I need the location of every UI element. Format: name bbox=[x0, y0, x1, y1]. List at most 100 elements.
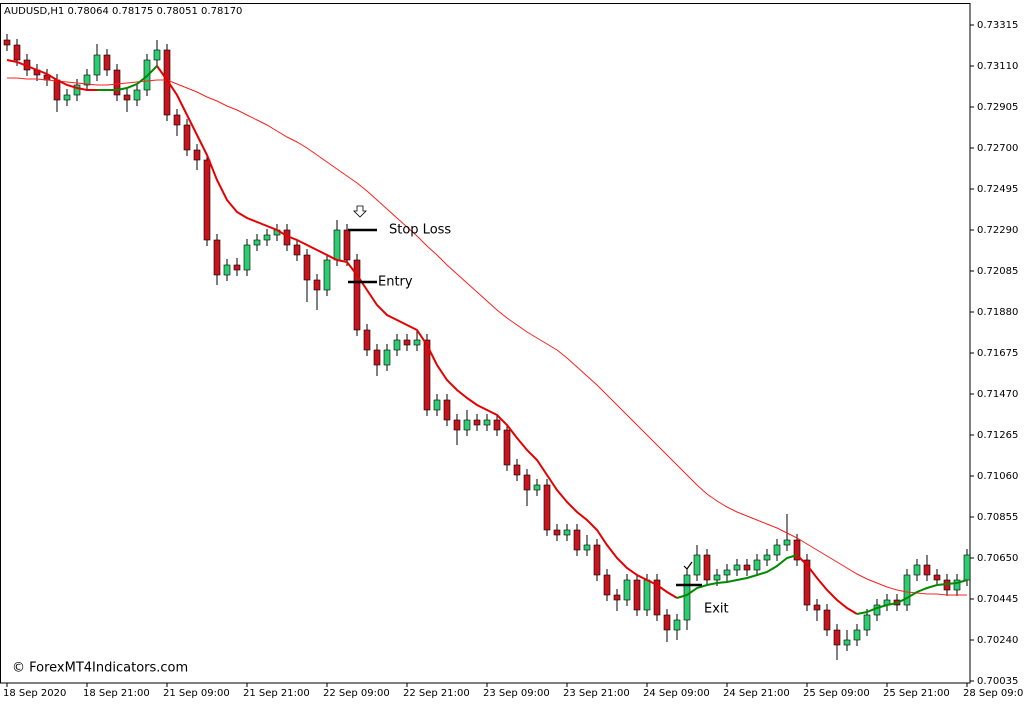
y-tick-label: 0.71880 bbox=[977, 307, 1018, 318]
candle-body bbox=[713, 574, 721, 581]
y-tick-label: 0.71265 bbox=[977, 430, 1018, 441]
x-tick-label: 24 Sep 09:00 bbox=[643, 688, 710, 699]
candle-body bbox=[763, 554, 771, 561]
candle-body bbox=[673, 619, 681, 631]
candle-body bbox=[643, 579, 651, 611]
candle-body bbox=[453, 419, 461, 431]
candle-body bbox=[173, 114, 181, 126]
candle-body bbox=[473, 419, 481, 426]
y-tick-label: 0.71675 bbox=[977, 348, 1018, 359]
y-tick-label: 0.71470 bbox=[977, 389, 1018, 400]
candle-body bbox=[333, 229, 341, 261]
candle-body bbox=[353, 259, 361, 331]
candle-body bbox=[203, 159, 211, 241]
chart-title: AUDUSD,H1 0.78064 0.78175 0.78051 0.7817… bbox=[4, 6, 242, 17]
candle-body bbox=[483, 419, 491, 426]
candle-body bbox=[253, 239, 261, 246]
candle-body bbox=[443, 399, 451, 421]
y-tick-label: 0.70855 bbox=[977, 512, 1018, 523]
candle-body bbox=[393, 339, 401, 351]
candle-body bbox=[383, 349, 391, 366]
candle-body bbox=[13, 44, 21, 61]
candle-body bbox=[813, 604, 821, 611]
candle-body bbox=[553, 529, 561, 536]
candle-body bbox=[123, 94, 131, 101]
annotation-label: Entry bbox=[378, 275, 413, 290]
x-tick-label: 18 Sep 2020 bbox=[3, 688, 66, 699]
candle-body bbox=[683, 574, 691, 621]
candle-body bbox=[493, 419, 501, 431]
y-tick-label: 0.72905 bbox=[977, 102, 1018, 113]
candle-body bbox=[63, 94, 71, 101]
y-tick-label: 0.72700 bbox=[977, 143, 1018, 154]
y-tick-label: 0.71060 bbox=[977, 471, 1018, 482]
candle-body bbox=[803, 559, 811, 606]
candle-body bbox=[783, 539, 791, 546]
x-tick-label: 25 Sep 21:00 bbox=[883, 688, 950, 699]
candle-body bbox=[843, 639, 851, 646]
candle-body bbox=[963, 554, 971, 581]
candle-body bbox=[53, 79, 61, 101]
candle-body bbox=[313, 279, 321, 291]
candle-body bbox=[183, 124, 191, 151]
x-tick-label: 21 Sep 09:00 bbox=[163, 688, 230, 699]
plot-frame bbox=[0, 3, 971, 684]
candle-body bbox=[403, 339, 411, 346]
candle-body bbox=[263, 234, 271, 241]
y-tick-label: 0.70035 bbox=[977, 676, 1018, 687]
candle-body bbox=[433, 399, 441, 411]
candle-body bbox=[573, 529, 581, 551]
x-tick-label: 23 Sep 09:00 bbox=[483, 688, 550, 699]
candle-body bbox=[293, 244, 301, 256]
candle-body bbox=[113, 69, 121, 96]
candle-body bbox=[833, 629, 841, 646]
y-tick-label: 0.73110 bbox=[977, 61, 1018, 72]
candle-body bbox=[603, 574, 611, 596]
x-tick-label: 18 Sep 21:00 bbox=[83, 688, 150, 699]
candle-body bbox=[193, 149, 201, 161]
candle-body bbox=[913, 564, 921, 576]
x-tick-label: 23 Sep 21:00 bbox=[563, 688, 630, 699]
y-tick-label: 0.70445 bbox=[977, 594, 1018, 605]
candle-body bbox=[133, 89, 141, 101]
candle-body bbox=[73, 84, 81, 96]
indicator-line bbox=[6, 59, 858, 615]
x-tick-label: 22 Sep 09:00 bbox=[323, 688, 390, 699]
candle-body bbox=[753, 559, 761, 571]
candle-body bbox=[773, 544, 781, 556]
candle-body bbox=[703, 554, 711, 581]
x-tick-label: 28 Sep 09:00 bbox=[963, 688, 1024, 699]
x-tick-label: 21 Sep 21:00 bbox=[243, 688, 310, 699]
candle-body bbox=[103, 54, 111, 71]
annotation-label: Stop Loss bbox=[389, 223, 451, 238]
candle-body bbox=[423, 339, 431, 411]
candle-body bbox=[83, 74, 91, 86]
x-tick-label: 24 Sep 21:00 bbox=[723, 688, 790, 699]
candle-body bbox=[733, 564, 741, 571]
candle-body bbox=[593, 544, 601, 576]
candle-body bbox=[233, 264, 241, 271]
candle-body bbox=[823, 609, 831, 631]
candle-body bbox=[3, 39, 11, 46]
candle-body bbox=[693, 554, 701, 576]
candle-body bbox=[953, 579, 961, 591]
candle-body bbox=[213, 239, 221, 276]
candle-body bbox=[533, 484, 541, 491]
annotation-label: Exit bbox=[704, 602, 729, 617]
candle-body bbox=[613, 594, 621, 601]
y-tick-label: 0.70240 bbox=[977, 635, 1018, 646]
candle-body bbox=[723, 569, 731, 576]
candle-body bbox=[223, 264, 231, 276]
candle-body bbox=[663, 614, 671, 631]
watermark: © ForexMT4Indicators.com bbox=[12, 661, 188, 676]
candle-body bbox=[303, 254, 311, 281]
candle-body bbox=[363, 329, 371, 351]
y-tick-label: 0.73315 bbox=[977, 20, 1018, 31]
candle-body bbox=[243, 244, 251, 271]
candle-body bbox=[93, 54, 101, 76]
candle-body bbox=[523, 474, 531, 491]
candle-body bbox=[583, 544, 591, 551]
candle-body bbox=[743, 564, 751, 571]
